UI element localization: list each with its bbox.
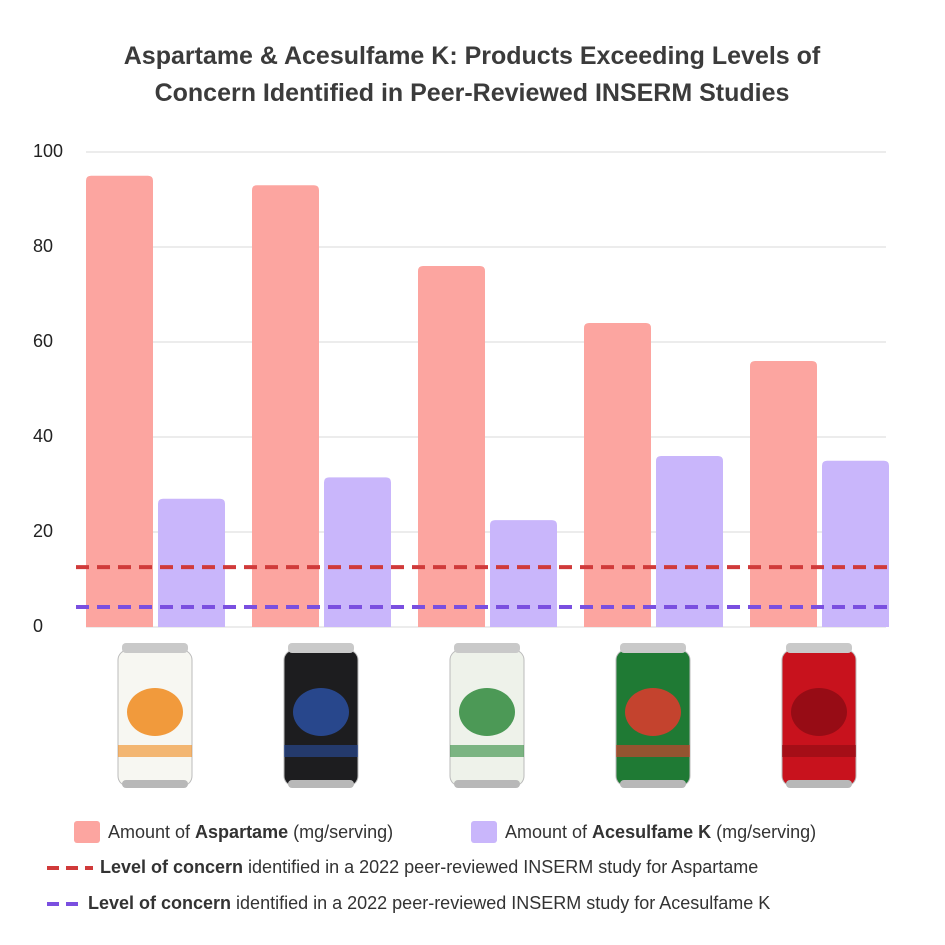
legend-label-part: Amount of (505, 822, 592, 842)
legend-label-part: Level of concern (100, 857, 243, 877)
legend-swatch (74, 821, 100, 843)
legend-label: Level of concern identified in a 2022 pe… (100, 857, 758, 877)
bar (158, 498, 225, 627)
bar (86, 175, 153, 627)
legend-label: Level of concern identified in a 2022 pe… (88, 893, 770, 913)
legend-label-part: Level of concern (88, 893, 231, 913)
can-top (786, 643, 852, 653)
legend-label-part: Acesulfame K (592, 822, 711, 842)
bar (584, 323, 651, 627)
legend-label: Amount of Aspartame (mg/serving) (108, 822, 393, 842)
bar (490, 520, 557, 627)
can-bottom (122, 780, 188, 788)
legend-swatch (471, 821, 497, 843)
bar (822, 460, 889, 627)
can-bottom (620, 780, 686, 788)
bar (750, 361, 817, 627)
can-bottom (786, 780, 852, 788)
legend-label: Amount of Acesulfame K (mg/serving) (505, 822, 816, 842)
y-tick-label: 40 (33, 426, 53, 446)
legend-label-part: Amount of (108, 822, 195, 842)
can-top (620, 643, 686, 653)
can-top (288, 643, 354, 653)
can-logo (625, 688, 681, 736)
can-band (450, 745, 524, 757)
can-band (616, 745, 690, 757)
can-logo (791, 688, 847, 736)
can-top (122, 643, 188, 653)
can-band (118, 745, 192, 757)
can-band (782, 745, 856, 757)
legend-label-part: (mg/serving) (711, 822, 816, 842)
can-band (284, 745, 358, 757)
y-tick-label: 20 (33, 521, 53, 541)
y-tick-label: 60 (33, 331, 53, 351)
y-tick-label: 0 (33, 616, 43, 636)
bar (656, 456, 723, 627)
can-logo (459, 688, 515, 736)
product-images (117, 643, 857, 788)
legend-label-part: identified in a 2022 peer-reviewed INSER… (231, 893, 770, 913)
legend-label-part: Aspartame (195, 822, 288, 842)
bar (418, 266, 485, 627)
can-bottom (454, 780, 520, 788)
y-tick-label: 100 (33, 141, 63, 161)
bar (252, 185, 319, 627)
y-tick-label: 80 (33, 236, 53, 256)
legend-label-part: identified in a 2022 peer-reviewed INSER… (243, 857, 758, 877)
bar (324, 477, 391, 627)
can-logo (293, 688, 349, 736)
can-bottom (288, 780, 354, 788)
can-logo (127, 688, 183, 736)
legend-label-part: (mg/serving) (288, 822, 393, 842)
legend: Amount of Aspartame (mg/serving) Amount o… (47, 821, 816, 913)
can-top (454, 643, 520, 653)
chart-title: Aspartame & Acesulfame K: Products Excee… (123, 42, 821, 107)
plot-area: 0 20 40 60 80 100 (33, 141, 895, 636)
